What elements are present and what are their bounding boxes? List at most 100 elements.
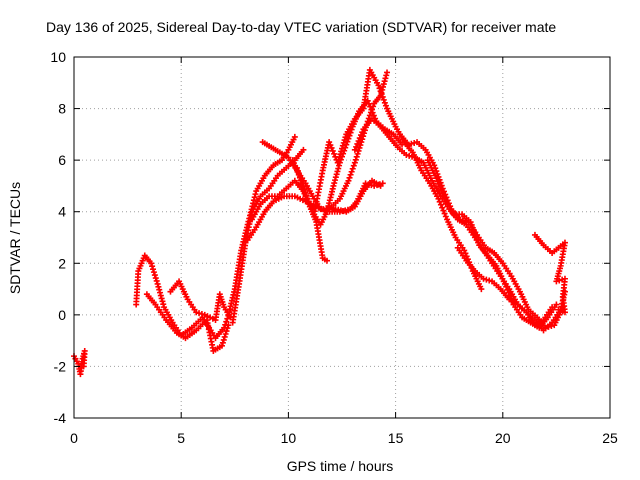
data-point: [354, 150, 361, 157]
data-point: [218, 342, 225, 349]
data-point: [219, 339, 226, 346]
data-point: [375, 82, 382, 89]
data-point: [297, 177, 304, 184]
data-point: [409, 153, 416, 160]
data-point: [384, 69, 391, 76]
data-point: [335, 156, 342, 163]
x-axis-label: GPS time / hours: [287, 458, 394, 474]
data-point: [456, 216, 463, 223]
data-point: [299, 183, 306, 190]
data-point: [378, 91, 385, 98]
data-point: [224, 325, 231, 332]
data-point: [334, 168, 341, 175]
data-point: [330, 182, 337, 189]
data-point: [478, 286, 485, 293]
x-axis-ticks: 0 5 10 15 20 25: [70, 57, 618, 446]
data-point: [323, 257, 330, 264]
x-tick-label: 25: [602, 430, 618, 446]
data-point: [341, 137, 348, 144]
data-points: [71, 66, 568, 378]
data-point: [379, 93, 386, 100]
data-point: [475, 239, 482, 246]
data-point: [471, 230, 478, 237]
data-point: [470, 227, 477, 234]
data-point: [380, 83, 387, 90]
data-point: [159, 298, 166, 305]
data-point: [329, 147, 336, 154]
data-point: [355, 147, 362, 154]
plot-frame: [73, 56, 611, 419]
data-point: [153, 277, 160, 284]
y-axis-label: SDTVAR / TECUs: [7, 182, 23, 294]
data-point: [411, 139, 418, 146]
data-point: [469, 224, 476, 231]
y-tick-label: 8: [58, 101, 66, 117]
x-tick-label: 5: [177, 430, 185, 446]
data-point: [198, 310, 205, 317]
x-tick-label: 0: [70, 430, 78, 446]
data-point: [556, 277, 563, 284]
data-point: [303, 195, 310, 202]
data-point: [335, 165, 342, 172]
data-point: [349, 165, 356, 172]
data-point: [346, 174, 353, 181]
data-point: [294, 167, 301, 174]
data-point: [298, 180, 305, 187]
data-point: [157, 289, 164, 296]
data-point: [338, 148, 345, 155]
data-point: [439, 204, 446, 211]
data-point: [149, 263, 156, 270]
data-point: [345, 177, 352, 184]
data-point: [357, 142, 364, 149]
data-point: [148, 260, 155, 267]
data-point: [553, 301, 560, 308]
data-point: [381, 99, 388, 106]
data-point: [296, 174, 303, 181]
data-point: [382, 102, 389, 109]
data-point: [154, 280, 161, 287]
data-point: [221, 333, 228, 340]
data-point: [300, 186, 307, 193]
data-point: [405, 141, 412, 148]
data-point: [403, 151, 410, 158]
data-point: [468, 221, 475, 228]
x-tick-label: 15: [388, 430, 404, 446]
data-point: [383, 72, 390, 79]
data-point: [150, 266, 157, 273]
data-point: [302, 192, 309, 199]
data-point: [336, 154, 343, 161]
data-point: [334, 159, 341, 166]
data-point: [152, 275, 159, 282]
y-tick-label: -4: [54, 410, 67, 426]
grid: [74, 57, 610, 418]
data-point: [483, 276, 490, 283]
data-point: [474, 236, 481, 243]
x-tick-label: 10: [281, 430, 297, 446]
data-point: [356, 144, 363, 151]
data-point: [157, 292, 164, 299]
data-point: [223, 328, 230, 335]
data-point: [80, 363, 87, 370]
y-tick-label: -2: [54, 358, 67, 374]
x-tick-label: 20: [495, 430, 511, 446]
data-point: [380, 96, 387, 103]
data-point: [300, 146, 307, 153]
data-point: [332, 174, 339, 181]
data-point: [301, 189, 308, 196]
data-point: [345, 135, 352, 142]
data-point: [440, 207, 447, 214]
data-point: [156, 286, 163, 293]
data-point: [293, 164, 300, 171]
data-point: [486, 277, 493, 284]
data-point: [380, 81, 387, 88]
data-point: [408, 140, 415, 147]
data-point: [196, 310, 203, 317]
y-tick-label: 10: [50, 49, 66, 65]
data-point: [158, 295, 165, 302]
data-point: [377, 88, 384, 95]
data-point: [553, 278, 560, 285]
data-point: [151, 272, 158, 279]
data-point: [220, 336, 227, 343]
data-point: [347, 129, 354, 136]
